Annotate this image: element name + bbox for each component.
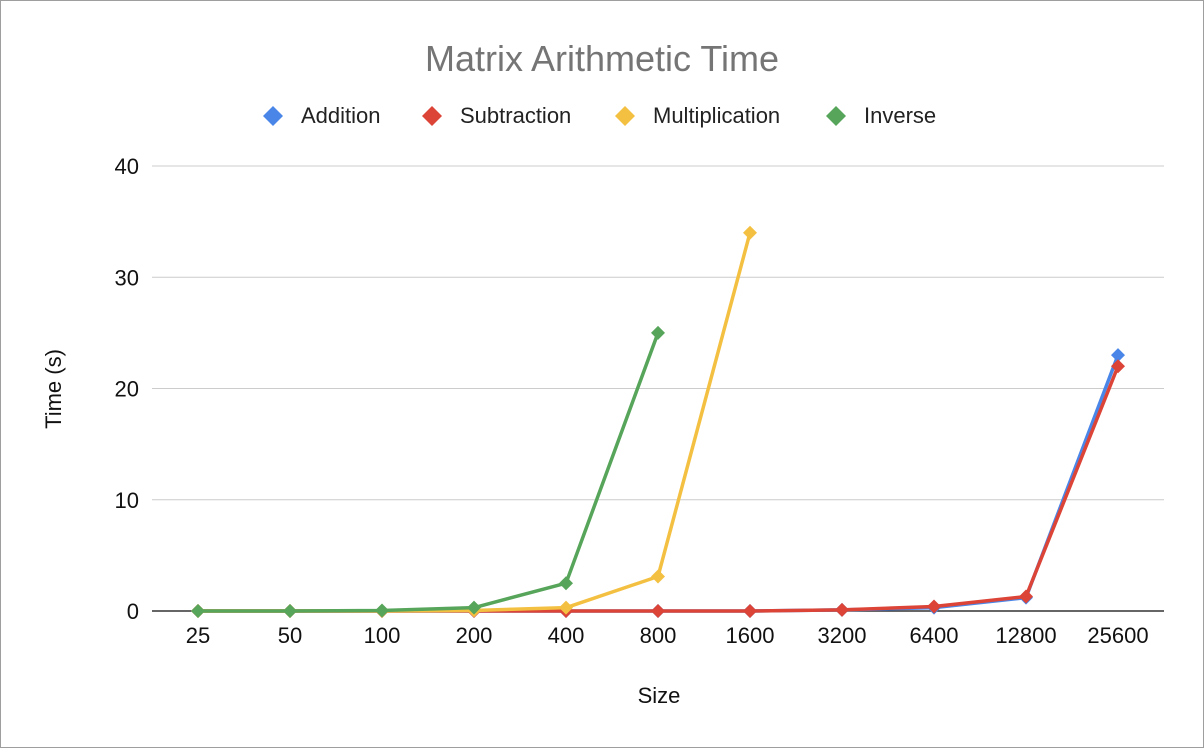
- data-point: [927, 599, 941, 614]
- x-axis-label: Size: [638, 683, 681, 708]
- y-axis-ticks: 0 10 20 30 40: [115, 154, 139, 624]
- data-point: [559, 600, 573, 615]
- chart-title: Matrix Arithmetic Time: [425, 38, 779, 79]
- data-point: [375, 603, 389, 618]
- data-point: [743, 225, 757, 240]
- legend-marker: [826, 106, 846, 126]
- data-point: [651, 604, 665, 618]
- data-point: [191, 604, 205, 618]
- x-tick-label: 800: [640, 623, 677, 648]
- x-tick-label: 25: [186, 623, 210, 648]
- data-point: [559, 576, 573, 591]
- x-tick-label: 400: [548, 623, 585, 648]
- y-tick-label: 0: [127, 599, 139, 624]
- legend-label: Subtraction: [460, 103, 571, 128]
- data-point: [1111, 348, 1125, 363]
- x-tick-label: 6400: [910, 623, 959, 648]
- data-point: [283, 604, 297, 618]
- series-group: [191, 225, 1125, 618]
- data-point: [467, 600, 481, 615]
- legend-label: Inverse: [864, 103, 936, 128]
- chart-legend: Addition Subtraction Multiplication Inverse: [263, 103, 936, 128]
- legend-marker: [615, 106, 635, 126]
- x-tick-label: 200: [456, 623, 493, 648]
- series-inverse: [191, 325, 665, 618]
- gridlines: [152, 165, 1164, 612]
- series-line-multiplication: [196, 231, 752, 613]
- data-point: [743, 604, 757, 618]
- x-tick-label: 3200: [818, 623, 867, 648]
- series-line-inverse: [196, 331, 660, 613]
- y-tick-label: 20: [115, 377, 139, 402]
- legend-item-subtraction: Subtraction: [422, 103, 571, 128]
- y-axis-label: Time (s): [41, 349, 66, 429]
- data-point: [651, 325, 665, 340]
- data-point: [1111, 359, 1125, 374]
- x-tick-label: 12800: [995, 623, 1056, 648]
- legend-label: Addition: [301, 103, 381, 128]
- data-point: [651, 569, 665, 584]
- data-point: [1019, 589, 1033, 604]
- legend-item-addition: Addition: [263, 103, 381, 128]
- x-axis-ticks: 25 50 100 200 400 800 1600 3200 6400 12800 25600: [186, 623, 1149, 648]
- legend-item-multiplication: Multiplication: [615, 103, 780, 128]
- series-multiplication: [191, 225, 757, 618]
- y-tick-label: 10: [115, 488, 139, 513]
- x-tick-label: 100: [364, 623, 401, 648]
- x-tick-label: 1600: [726, 623, 775, 648]
- y-tick-label: 40: [115, 154, 139, 179]
- x-tick-label: 25600: [1087, 623, 1148, 648]
- y-tick-label: 30: [115, 265, 139, 290]
- legend-item-inverse: Inverse: [826, 103, 936, 128]
- x-tick-label: 50: [278, 623, 302, 648]
- legend-label: Multiplication: [653, 103, 780, 128]
- legend-marker: [263, 106, 283, 126]
- legend-marker: [422, 106, 442, 126]
- data-point: [835, 602, 849, 617]
